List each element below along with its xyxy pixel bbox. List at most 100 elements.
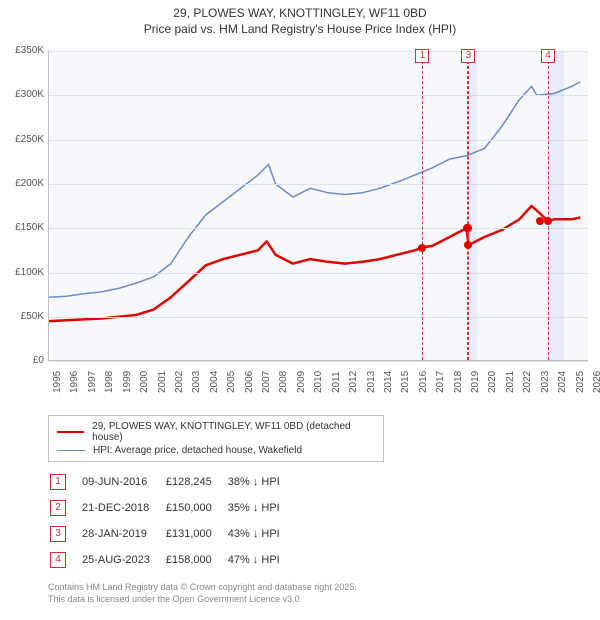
- x-axis-label: 2016: [418, 371, 429, 393]
- marker-highlight: [468, 51, 477, 360]
- x-axis-label: 1999: [122, 371, 133, 393]
- row-index-badge: 1: [50, 474, 66, 490]
- y-axis-label: £100K: [0, 267, 44, 278]
- marker-line: [422, 51, 423, 360]
- series-line: [49, 206, 580, 321]
- table-row: 1 09-JUN-2016£128,24538% ↓ HPI: [50, 470, 294, 494]
- row-delta: 35% ↓ HPI: [228, 496, 294, 520]
- x-axis-label: 2001: [157, 371, 168, 393]
- table-row: 3 28-JAN-2019£131,00043% ↓ HPI: [50, 522, 294, 546]
- row-price: £131,000: [166, 522, 226, 546]
- x-axis-label: 2014: [383, 371, 394, 393]
- legend: 29, PLOWES WAY, KNOTTINGLEY, WF11 0BD (d…: [48, 415, 384, 462]
- footer-line1: Contains HM Land Registry data © Crown c…: [48, 582, 600, 594]
- legend-swatch: [57, 431, 84, 433]
- x-axis-label: 2004: [209, 371, 220, 393]
- row-delta: 43% ↓ HPI: [228, 522, 294, 546]
- y-axis-label: £150K: [0, 222, 44, 233]
- x-axis-label: 1996: [69, 371, 80, 393]
- row-price: £158,000: [166, 548, 226, 572]
- y-axis-label: £250K: [0, 134, 44, 145]
- x-axis-label: 2002: [174, 371, 185, 393]
- x-axis-label: 2023: [540, 371, 551, 393]
- footer-attribution: Contains HM Land Registry data © Crown c…: [48, 582, 600, 605]
- data-point: [536, 217, 544, 225]
- x-axis-label: 2013: [366, 371, 377, 393]
- gridline: [49, 140, 588, 141]
- footer-line2: This data is licensed under the Open Gov…: [48, 594, 600, 606]
- gridline: [49, 184, 588, 185]
- legend-item: 29, PLOWES WAY, KNOTTINGLEY, WF11 0BD (d…: [57, 420, 375, 444]
- row-date: 25-AUG-2023: [82, 548, 164, 572]
- row-price: £150,000: [166, 496, 226, 520]
- row-date: 09-JUN-2016: [82, 470, 164, 494]
- y-axis-label: £0: [0, 355, 44, 366]
- title-line1: 29, PLOWES WAY, KNOTTINGLEY, WF11 0BD: [10, 6, 590, 22]
- legend-item: HPI: Average price, detached house, Wake…: [57, 444, 375, 457]
- gridline: [49, 273, 588, 274]
- marker-badge: 1: [415, 49, 429, 63]
- x-axis-label: 1998: [104, 371, 115, 393]
- x-axis-label: 2022: [522, 371, 533, 393]
- x-axis-label: 1997: [87, 371, 98, 393]
- x-axis-label: 2019: [470, 371, 481, 393]
- chart-container: 1 3 4 £0 £50K £100K £150K £200K £250K £300K £350K…: [0, 41, 600, 411]
- x-axis-label: 2026: [592, 371, 600, 393]
- x-axis-label: 2000: [139, 371, 150, 393]
- legend-label: 29, PLOWES WAY, KNOTTINGLEY, WF11 0BD (d…: [92, 421, 375, 443]
- x-axis-label: 2020: [487, 371, 498, 393]
- marker-line: [467, 51, 468, 360]
- x-axis-label: 2017: [435, 371, 446, 393]
- x-axis-label: 2025: [575, 371, 586, 393]
- row-date: 21-DEC-2018: [82, 496, 164, 520]
- gridline: [49, 95, 588, 96]
- gridline: [49, 317, 588, 318]
- legend-label: HPI: Average price, detached house, Wake…: [93, 445, 302, 456]
- x-axis-label: 2015: [400, 371, 411, 393]
- marker-line: [468, 51, 469, 360]
- row-delta: 47% ↓ HPI: [228, 548, 294, 572]
- row-delta: 38% ↓ HPI: [228, 470, 294, 494]
- y-axis-label: £50K: [0, 311, 44, 322]
- table-row: 4 25-AUG-2023£158,00047% ↓ HPI: [50, 548, 294, 572]
- x-axis-label: 2005: [226, 371, 237, 393]
- x-axis-label: 2006: [244, 371, 255, 393]
- x-axis-label: 2009: [296, 371, 307, 393]
- x-axis-label: 2008: [278, 371, 289, 393]
- y-axis-label: £200K: [0, 178, 44, 189]
- data-point: [418, 244, 426, 252]
- row-price: £128,245: [166, 470, 226, 494]
- legend-swatch: [57, 450, 85, 451]
- marker-badge: 4: [541, 49, 555, 63]
- data-point: [464, 224, 472, 232]
- x-axis-label: 2003: [191, 371, 202, 393]
- y-axis-label: £350K: [0, 45, 44, 56]
- x-axis-label: 2018: [453, 371, 464, 393]
- x-axis-label: 2021: [505, 371, 516, 393]
- plot-area: 1 3 4: [48, 51, 588, 361]
- row-index-badge: 4: [50, 552, 66, 568]
- x-axis-label: 2010: [313, 371, 324, 393]
- data-point: [544, 217, 552, 225]
- table-row: 2 21-DEC-2018£150,00035% ↓ HPI: [50, 496, 294, 520]
- transactions-table: 1 09-JUN-2016£128,24538% ↓ HPI 2 21-DEC-201…: [48, 468, 296, 574]
- x-axis-label: 1995: [52, 371, 63, 393]
- gridline: [49, 228, 588, 229]
- data-point: [464, 241, 472, 249]
- marker-line: [548, 51, 549, 360]
- gridline: [49, 361, 588, 362]
- marker-badge: 3: [461, 49, 475, 63]
- marker-highlight: [548, 51, 564, 360]
- x-axis-label: 2012: [348, 371, 359, 393]
- chart-title: 29, PLOWES WAY, KNOTTINGLEY, WF11 0BD Pr…: [0, 0, 600, 41]
- x-axis-label: 2007: [261, 371, 272, 393]
- y-axis-label: £300K: [0, 89, 44, 100]
- row-date: 28-JAN-2019: [82, 522, 164, 546]
- x-axis-label: 2024: [557, 371, 568, 393]
- row-index-badge: 3: [50, 526, 66, 542]
- row-index-badge: 2: [50, 500, 66, 516]
- x-axis-label: 2011: [331, 372, 342, 394]
- chart-svg: [49, 51, 589, 361]
- title-line2: Price paid vs. HM Land Registry's House …: [10, 22, 590, 38]
- series-line: [49, 82, 580, 297]
